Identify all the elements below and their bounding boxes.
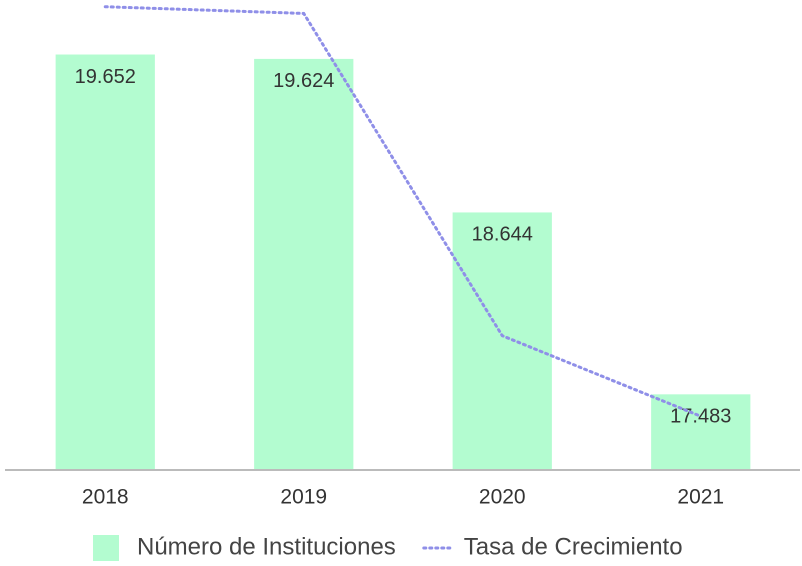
legend-label: Tasa de Crecimiento xyxy=(464,533,683,560)
bar xyxy=(254,58,354,470)
line xyxy=(103,5,703,418)
x-tick-label: 2020 xyxy=(479,486,526,509)
value-label: 19.624 xyxy=(273,70,334,92)
legend-swatch xyxy=(93,535,119,561)
bar xyxy=(452,212,552,470)
bar xyxy=(55,54,155,471)
value-label: 18.644 xyxy=(472,224,533,246)
bar xyxy=(651,394,751,470)
x-tick-label: 2018 xyxy=(82,486,129,509)
x-tick-label: 2021 xyxy=(677,486,724,509)
legend-label: Número de Instituciones xyxy=(137,533,396,560)
x-tick-label: 2019 xyxy=(280,486,327,509)
value-label: 19.652 xyxy=(75,66,136,88)
